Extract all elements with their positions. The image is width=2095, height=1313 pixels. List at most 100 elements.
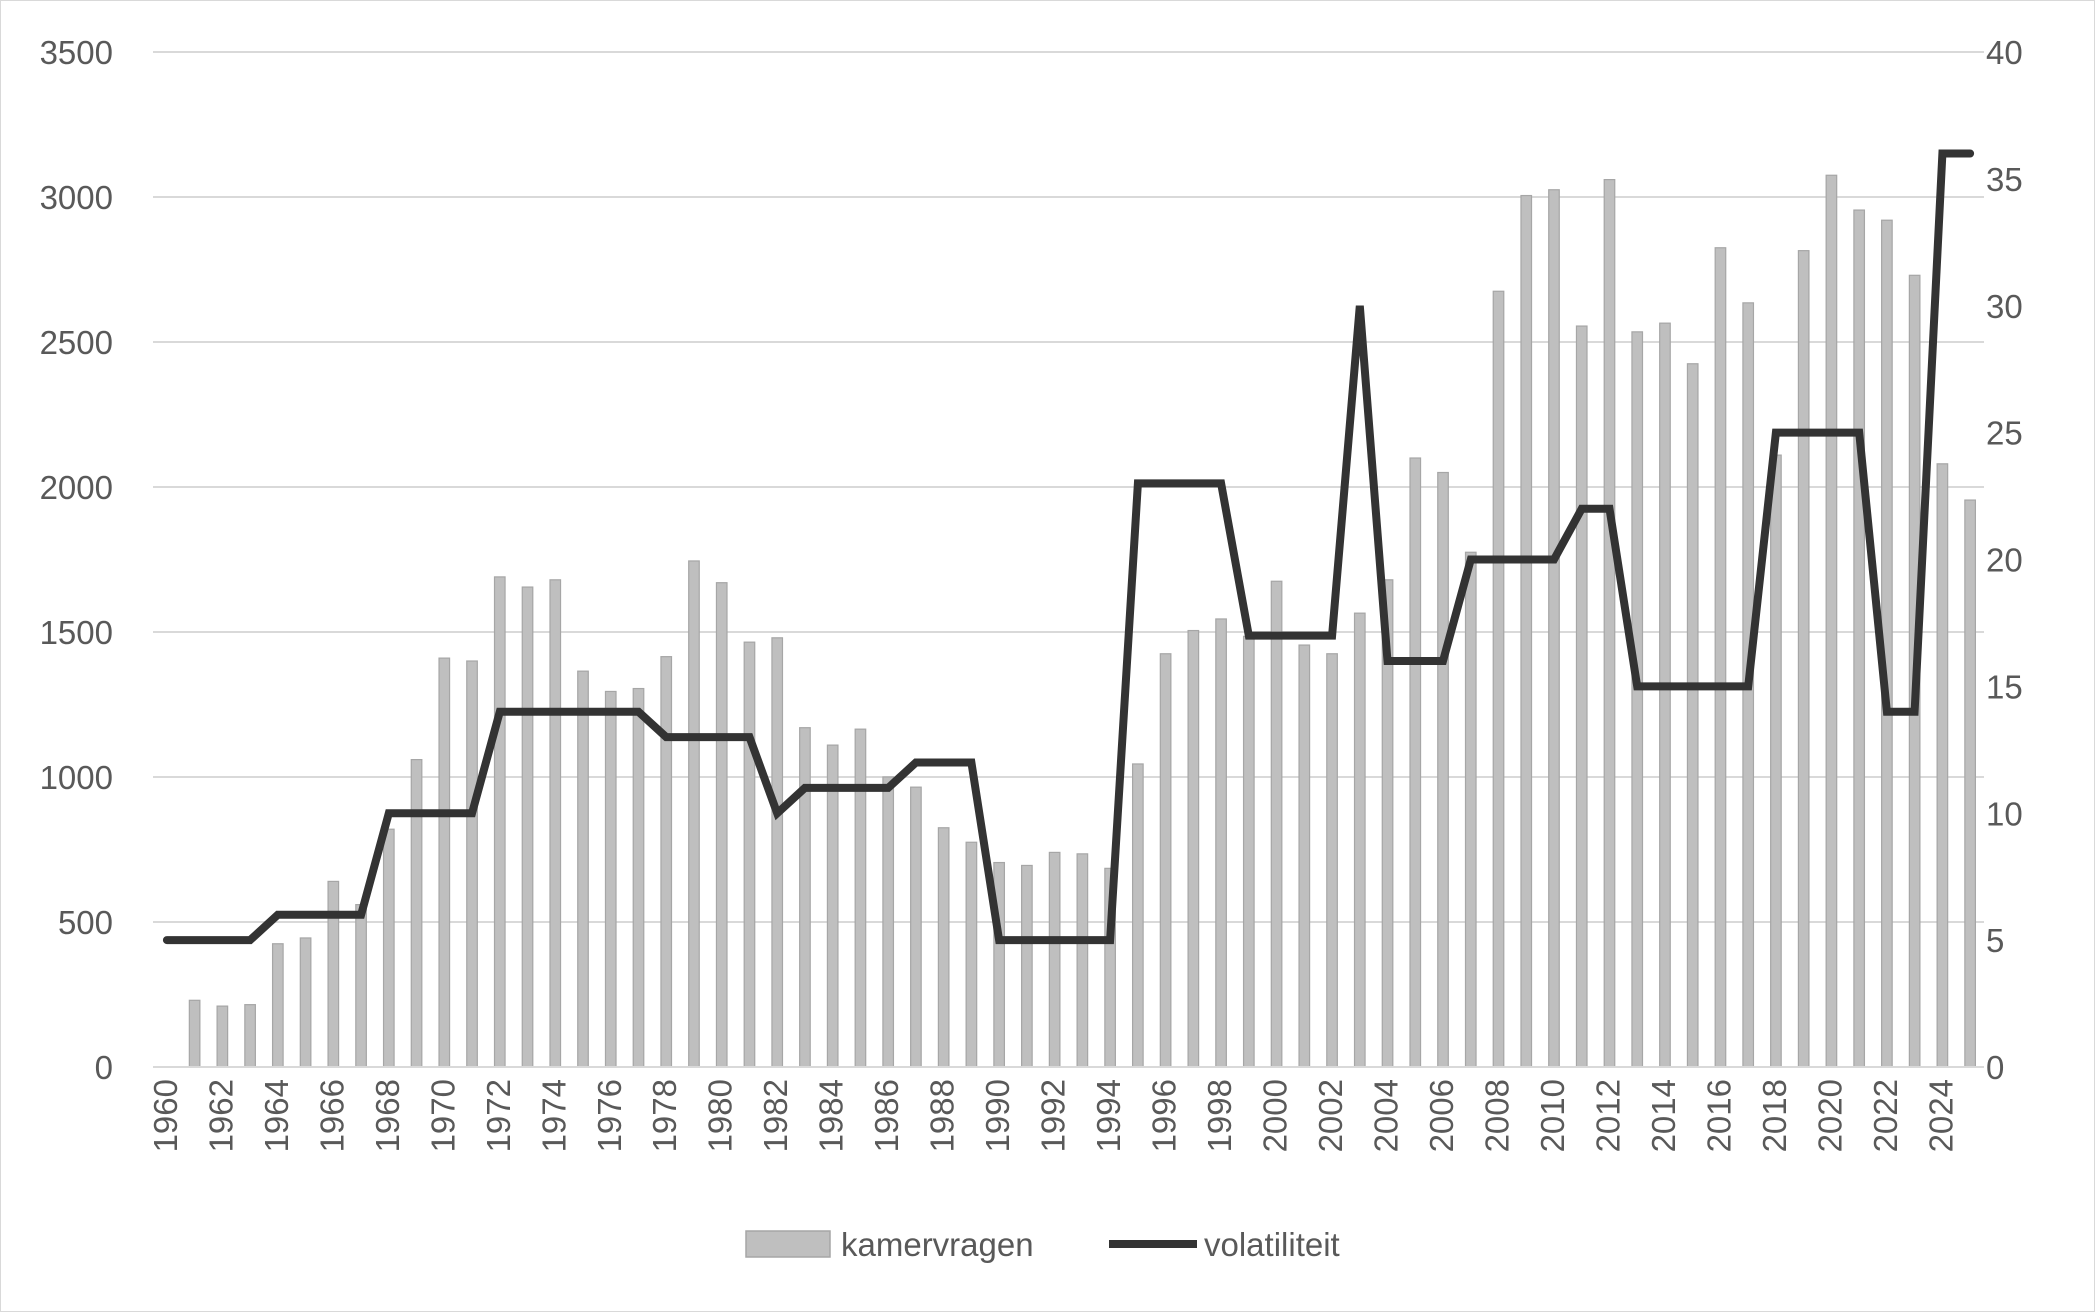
bar xyxy=(521,586,534,1068)
bar xyxy=(1797,250,1810,1068)
x-tick-label: 1962 xyxy=(202,1079,239,1152)
bar xyxy=(299,937,312,1068)
x-tick-label: 1974 xyxy=(535,1079,572,1152)
y-left-tick-label: 1500 xyxy=(40,614,113,651)
x-tick-label: 2018 xyxy=(1756,1079,1793,1152)
bar xyxy=(577,670,589,1068)
bar xyxy=(188,999,201,1068)
x-tick-label: 1986 xyxy=(868,1079,905,1152)
bar xyxy=(1964,499,1976,1068)
line-series-volatiliteit xyxy=(162,149,1975,945)
x-tick-label: 1998 xyxy=(1201,1079,1238,1152)
bar xyxy=(1603,179,1616,1068)
x-tick-label: 2006 xyxy=(1423,1079,1460,1152)
bar xyxy=(410,758,423,1068)
y-left-tick-label: 3000 xyxy=(40,179,113,216)
bar xyxy=(1936,463,1949,1068)
axes: 0 500 1000 1500 2000 2500 3000 3500 0 5 10 15 20 25 30… xyxy=(40,34,2023,1152)
x-tick-label: 1994 xyxy=(1090,1079,1127,1152)
bar xyxy=(688,560,700,1068)
x-tick-label: 1978 xyxy=(646,1079,683,1152)
x-tick-label: 1980 xyxy=(702,1079,739,1152)
y-left-tick-label: 1000 xyxy=(40,759,113,796)
bar xyxy=(1159,653,1172,1068)
bar xyxy=(1686,363,1699,1068)
bar xyxy=(1353,612,1366,1068)
bar xyxy=(1076,853,1089,1068)
y-left-tick-label: 500 xyxy=(58,904,113,941)
bar xyxy=(1242,635,1255,1068)
x-tick-label: 1960 xyxy=(147,1079,184,1152)
bar xyxy=(715,582,728,1068)
bar xyxy=(826,744,839,1068)
x-tick-label: 2010 xyxy=(1534,1079,1571,1152)
bar xyxy=(632,687,645,1068)
y-left-tick-label: 2000 xyxy=(40,469,113,506)
bar xyxy=(1520,194,1533,1068)
bar xyxy=(854,728,867,1068)
y-right-tick-label: 30 xyxy=(1986,288,2023,325)
x-tick-label: 2022 xyxy=(1867,1079,1904,1152)
bar xyxy=(1131,763,1144,1068)
x-tick-label: 2016 xyxy=(1700,1079,1737,1152)
bar xyxy=(1464,551,1477,1068)
y-left-tick-label: 2500 xyxy=(40,324,113,361)
x-tick-label: 2014 xyxy=(1645,1079,1682,1152)
x-tick-label: 1996 xyxy=(1146,1079,1183,1152)
bar xyxy=(271,943,284,1068)
bar xyxy=(965,841,978,1068)
x-tick-label: 1988 xyxy=(924,1079,961,1152)
bar xyxy=(1825,174,1838,1068)
y-right-tick-label: 25 xyxy=(1986,415,2023,452)
bar xyxy=(549,579,562,1068)
bar xyxy=(1659,322,1671,1068)
y-right-tick-label: 40 xyxy=(1986,34,2023,71)
gridlines xyxy=(153,51,1984,1068)
x-tick-label: 2024 xyxy=(1922,1079,1959,1152)
bar xyxy=(1853,209,1866,1068)
x-tick-label: 2002 xyxy=(1312,1079,1349,1152)
bar xyxy=(1048,851,1061,1068)
bar xyxy=(1492,290,1505,1068)
legend: kamervragen volatiliteit xyxy=(745,1226,1340,1263)
x-tick-label: 2020 xyxy=(1811,1079,1848,1152)
bar xyxy=(1409,457,1422,1068)
x-tick-label: 1968 xyxy=(369,1079,406,1152)
bar xyxy=(216,1005,229,1068)
y-right-tick-label: 10 xyxy=(1986,795,2023,832)
bar-series-kamervragen xyxy=(188,174,1976,1068)
bar xyxy=(1298,644,1311,1068)
bar xyxy=(1437,471,1449,1068)
bar xyxy=(1215,618,1227,1068)
bar xyxy=(438,657,451,1068)
y-left-tick-label: 0 xyxy=(95,1049,113,1086)
x-tick-label: 1966 xyxy=(313,1079,350,1152)
x-tick-label: 2004 xyxy=(1368,1079,1405,1152)
y-right-tick-label: 0 xyxy=(1986,1049,2004,1086)
bar xyxy=(1714,247,1727,1068)
y-right-tick-label: 15 xyxy=(1986,668,2023,705)
volatility-line xyxy=(162,149,1975,945)
x-tick-label: 1976 xyxy=(591,1079,628,1152)
bar xyxy=(937,827,950,1068)
legend-label-volatiliteit: volatiliteit xyxy=(1204,1226,1340,1263)
x-tick-label: 2000 xyxy=(1257,1079,1294,1152)
y-right-tick-label: 35 xyxy=(1986,161,2023,198)
bar xyxy=(466,660,478,1068)
bar xyxy=(1326,653,1338,1068)
x-tick-label: 1992 xyxy=(1035,1079,1072,1152)
bar xyxy=(1770,454,1782,1068)
bar xyxy=(910,786,922,1068)
bar xyxy=(493,576,506,1068)
x-tick-label: 2012 xyxy=(1589,1079,1626,1152)
bar xyxy=(1187,629,1200,1068)
bar xyxy=(660,656,673,1068)
x-tick-label: 1982 xyxy=(757,1079,794,1152)
x-tick-label: 1964 xyxy=(258,1079,295,1152)
bar xyxy=(882,776,895,1068)
y-left-tick-label: 3500 xyxy=(40,34,113,71)
bar xyxy=(771,637,784,1068)
x-tick-label: 1970 xyxy=(424,1079,461,1152)
bar xyxy=(1575,325,1588,1068)
